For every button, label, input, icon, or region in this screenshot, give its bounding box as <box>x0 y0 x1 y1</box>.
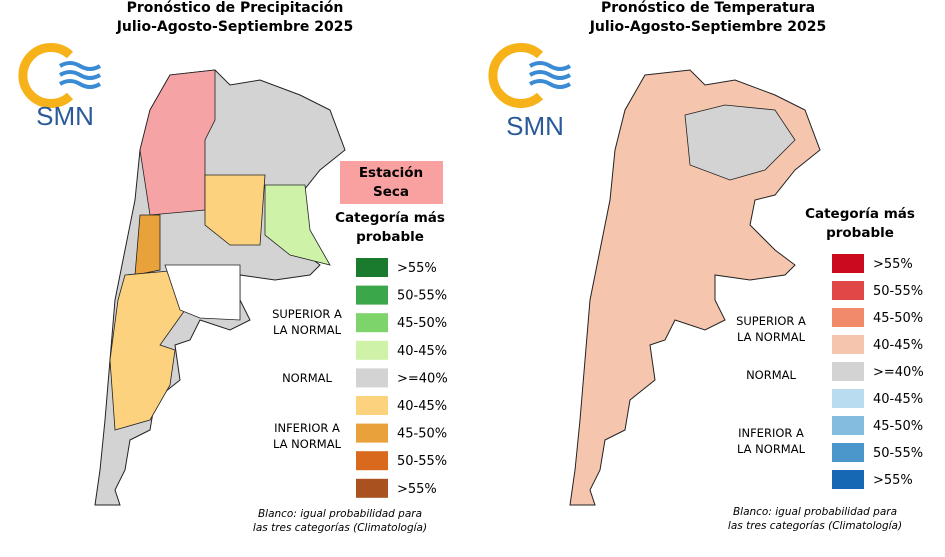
legend-swatch <box>356 313 388 333</box>
group-label: LA NORMAL <box>273 437 342 451</box>
group-label: SUPERIOR A <box>272 307 342 321</box>
group-label: SUPERIOR A <box>736 314 806 328</box>
footnote: Blanco: igual probabilidad para <box>258 508 422 520</box>
logo-icon <box>493 48 570 104</box>
group-label: INFERIOR A <box>738 426 804 440</box>
map <box>94 69 346 506</box>
badge-text: Estación <box>359 165 423 181</box>
legend-label: 45-50% <box>397 427 447 442</box>
legend-swatch <box>832 362 864 381</box>
group-label: NORMAL <box>746 368 796 382</box>
subtitle: Julio-Agosto-Septiembre 2025 <box>116 19 354 35</box>
legend-swatch <box>832 281 864 300</box>
legend-label: >55% <box>397 261 437 276</box>
legend-label: 50-55% <box>397 454 447 469</box>
legend-label: >=40% <box>873 365 924 380</box>
legend-swatch <box>832 443 864 462</box>
group-label: INFERIOR A <box>274 421 340 435</box>
logo-text: SMN <box>506 111 564 141</box>
legend-label: 50-55% <box>873 446 923 461</box>
legend-label: 45-50% <box>397 316 447 331</box>
legend-swatch <box>356 478 388 498</box>
legend-swatch <box>356 258 388 277</box>
legend-label: 50-55% <box>397 289 447 304</box>
legend-swatch <box>356 396 388 415</box>
legend-title: probable <box>356 229 424 245</box>
subtitle: Julio-Agosto-Septiembre 2025 <box>589 19 827 35</box>
group-label: NORMAL <box>282 371 332 385</box>
legend-swatch <box>832 389 864 408</box>
legend-label: >=40% <box>397 371 448 386</box>
logo-icon <box>23 48 100 104</box>
footnote: las tres categorías (Climatología) <box>253 522 427 534</box>
legend-label: >55% <box>873 473 913 488</box>
legend-label: 40-45% <box>873 338 923 353</box>
badge <box>340 161 443 204</box>
group-label: LA NORMAL <box>737 442 806 456</box>
title: Pronóstico de Precipitación <box>127 0 344 16</box>
legend-title: Categoría más <box>805 206 915 222</box>
footnote: Blanco: igual probabilidad para <box>733 506 897 518</box>
legend-swatch <box>832 470 864 489</box>
group-label: LA NORMAL <box>273 323 342 337</box>
legend-swatch <box>356 423 388 443</box>
map <box>569 69 821 506</box>
legend-swatch <box>356 285 388 305</box>
legend-label: >55% <box>873 257 913 272</box>
legend-swatch <box>356 368 388 388</box>
legend-swatch <box>356 451 388 471</box>
legend-label: >55% <box>397 482 437 497</box>
group-label: LA NORMAL <box>737 330 806 344</box>
legend-swatch <box>832 308 864 327</box>
legend-swatch <box>832 254 864 273</box>
badge-text: Seca <box>373 184 409 200</box>
precip-panel: SMN Pronóstico de Precipitación Julio-Ag… <box>23 0 445 534</box>
logo-text: SMN <box>36 101 94 131</box>
footnote: las tres categorías (Climatología) <box>728 520 902 532</box>
legend-title: Categoría más <box>335 210 445 226</box>
legend-title: probable <box>826 225 894 241</box>
legend-swatch <box>832 335 864 354</box>
legend-label: 40-45% <box>397 399 447 414</box>
legend-label: 45-50% <box>873 311 923 326</box>
legend-label: 50-55% <box>873 284 923 299</box>
temp-panel: SMN Pronóstico de Temperatura Julio-Agos… <box>493 0 915 532</box>
legend-swatch <box>832 416 864 435</box>
legend-label: 40-45% <box>873 392 923 407</box>
title: Pronóstico de Temperatura <box>601 0 815 16</box>
legend-label: 45-50% <box>873 419 923 434</box>
legend-swatch <box>356 340 388 360</box>
legend-label: 40-45% <box>397 344 447 359</box>
